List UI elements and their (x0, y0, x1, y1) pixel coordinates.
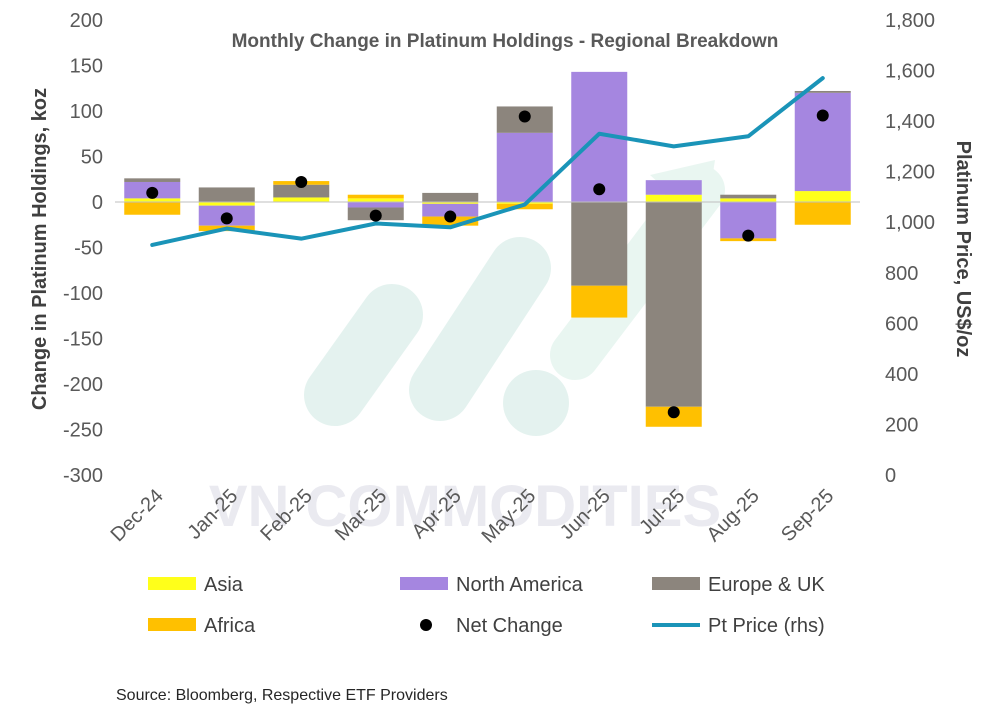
left-tick-label: 50 (81, 147, 103, 169)
bar-north-america (422, 203, 479, 217)
bar-north-america (347, 202, 404, 208)
net-change-point (220, 212, 233, 225)
bar-europe-uk (645, 202, 702, 407)
legend: Asia North America Europe & UK Africa Net Ch… (148, 574, 825, 637)
bar-asia (645, 194, 702, 202)
right-tick-label: 1,400 (885, 111, 935, 133)
legend-item-europe-uk: Europe & UK (652, 574, 825, 596)
legend-label: Asia (204, 574, 244, 596)
pt-price-line (150, 76, 825, 247)
net-change-point (295, 175, 308, 188)
legend-item-asia: Asia (148, 574, 244, 596)
legend-marker (420, 619, 432, 631)
bar-asia (720, 198, 777, 202)
legend-label: North America (456, 574, 584, 596)
bar-africa (124, 202, 181, 215)
legend-swatch (652, 577, 700, 590)
bar-europe-uk (422, 192, 479, 202)
right-axis-ticks: 1,800 1,600 1,400 1,200 1,000 800 600 400 200 0 (885, 10, 935, 487)
bar-europe-uk (124, 178, 181, 182)
bar-north-america (794, 92, 851, 192)
right-tick-label: 800 (885, 263, 918, 285)
chart-title: Monthly Change in Platinum Holdings - Re… (232, 31, 779, 52)
right-tick-label: 1,600 (885, 61, 935, 83)
left-tick-label: -300 (63, 465, 103, 487)
legend-item-net-change: Net Change (420, 615, 563, 637)
legend-label: Net Change (456, 615, 563, 637)
right-tick-label: 200 (885, 414, 918, 436)
right-axis-title: Platinum Price, US$/oz (952, 141, 974, 358)
bar-africa (794, 202, 851, 225)
watermark-text: VN COMMODITIES (209, 474, 721, 539)
bar-asia (273, 197, 330, 202)
source-note: Source: Bloomberg, Respective ETF Provid… (116, 687, 448, 704)
bar-africa (347, 194, 404, 199)
right-tick-label: 400 (885, 364, 918, 386)
left-axis-ticks: 200 150 100 50 0 -50 -100 -150 -200 -250 -300 (63, 10, 103, 487)
bar-africa (571, 285, 628, 318)
bar-europe-uk (198, 187, 255, 202)
net-change-point (667, 406, 680, 419)
right-tick-label: 1,200 (885, 162, 935, 184)
bar-north-america (645, 180, 702, 195)
net-change-point (816, 109, 829, 122)
net-change-point (742, 229, 755, 242)
right-tick-label: 600 (885, 313, 918, 335)
legend-label: Europe & UK (708, 574, 825, 596)
bar-europe-uk (571, 202, 628, 286)
x-tick-label: Sep-25 (777, 485, 838, 546)
left-tick-label: -200 (63, 374, 103, 396)
bar-europe-uk (720, 194, 777, 199)
bar-asia (124, 198, 181, 202)
legend-swatch (148, 577, 196, 590)
right-tick-label: 0 (885, 465, 896, 487)
left-axis-title: Change in Platinum Holdings, koz (29, 88, 51, 410)
net-change-point (369, 209, 382, 222)
legend-label: Africa (204, 615, 256, 637)
left-tick-label: 0 (92, 192, 103, 214)
bar-asia (422, 202, 479, 204)
net-change-point (593, 183, 606, 196)
bar-asia (794, 191, 851, 202)
legend-item-north-america: North America (400, 574, 584, 596)
left-tick-label: 150 (70, 56, 103, 78)
bar-europe-uk (273, 184, 330, 198)
left-tick-label: 200 (70, 10, 103, 32)
right-tick-label: 1,000 (885, 212, 935, 234)
bar-europe-uk (794, 90, 851, 93)
net-change-point (444, 210, 457, 223)
bar-asia (198, 202, 255, 206)
left-tick-label: -150 (63, 329, 103, 351)
net-change-point (146, 186, 159, 199)
legend-swatch (148, 618, 196, 631)
left-tick-label: -250 (63, 420, 103, 442)
legend-label: Pt Price (rhs) (708, 615, 825, 637)
left-tick-label: -50 (74, 238, 103, 260)
x-tick-label: Dec-24 (107, 485, 168, 546)
bar-asia (347, 198, 404, 202)
legend-item-africa: Africa (148, 615, 256, 637)
left-tick-label: 100 (70, 101, 103, 123)
plot-area (115, 71, 860, 427)
legend-item-pt-price-rhs-: Pt Price (rhs) (652, 615, 825, 637)
left-tick-label: -100 (63, 283, 103, 305)
bar-north-america (496, 132, 553, 202)
right-tick-label: 1,800 (885, 10, 935, 32)
net-change-point (518, 110, 531, 123)
legend-swatch (400, 577, 448, 590)
